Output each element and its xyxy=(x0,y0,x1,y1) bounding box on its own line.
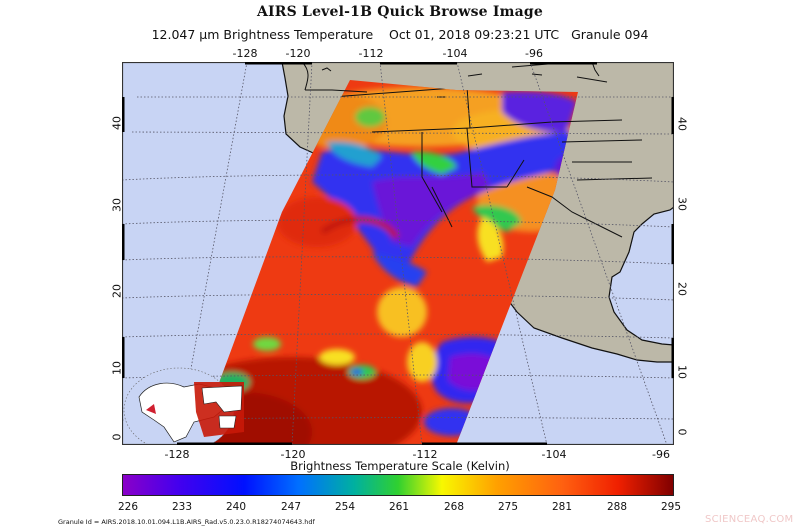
brightness-temperature-map xyxy=(122,62,674,445)
colorbar-label: 288 xyxy=(606,501,628,513)
colorbar-label: 268 xyxy=(443,501,465,513)
lon-tick-top: -120 xyxy=(285,47,311,60)
colorbar-label: 275 xyxy=(497,501,519,513)
granule-id: Granule Id = AIRS.2018.10.01.094.L1B.AIR… xyxy=(58,518,315,526)
lon-tick-top: -104 xyxy=(442,47,468,60)
lon-tick-bottom: -112 xyxy=(412,448,438,461)
lat-tick-right: 10 xyxy=(675,365,689,379)
world-inset-globe xyxy=(123,367,244,445)
lon-tick-bottom: -128 xyxy=(164,448,190,461)
lat-tick-right: 30 xyxy=(675,197,689,211)
lon-tick-bottom: -96 xyxy=(652,448,670,461)
colorbar-label: 233 xyxy=(171,501,193,513)
colorbar-label: 295 xyxy=(660,501,682,513)
colorbar-label: 226 xyxy=(117,501,139,513)
colorbar-label: 240 xyxy=(225,501,247,513)
lon-tick-top: -96 xyxy=(525,47,543,60)
lat-tick-right: 0 xyxy=(675,428,689,436)
lat-tick-right: 40 xyxy=(675,117,689,131)
lon-tick-top: -128 xyxy=(232,47,258,60)
colorbar-title: Brightness Temperature Scale (Kelvin) xyxy=(290,459,510,473)
lat-tick-right: 20 xyxy=(675,282,689,296)
colorbar xyxy=(122,474,674,496)
lon-tick-top: -112 xyxy=(358,47,384,60)
page-title: AIRS Level-1B Quick Browse Image xyxy=(257,4,543,20)
lon-tick-bottom: -120 xyxy=(280,448,306,461)
graticule xyxy=(122,62,674,445)
colorbar-label: 281 xyxy=(551,501,573,513)
lon-tick-bottom: -104 xyxy=(541,448,567,461)
page-subtitle: 12.047 µm Brightness Temperature Oct 01,… xyxy=(151,27,649,42)
colorbar-label: 261 xyxy=(388,501,410,513)
watermark: SCIENCEAQ.COM xyxy=(705,514,794,525)
colorbar-label: 254 xyxy=(334,501,356,513)
colorbar-label: 247 xyxy=(280,501,302,513)
